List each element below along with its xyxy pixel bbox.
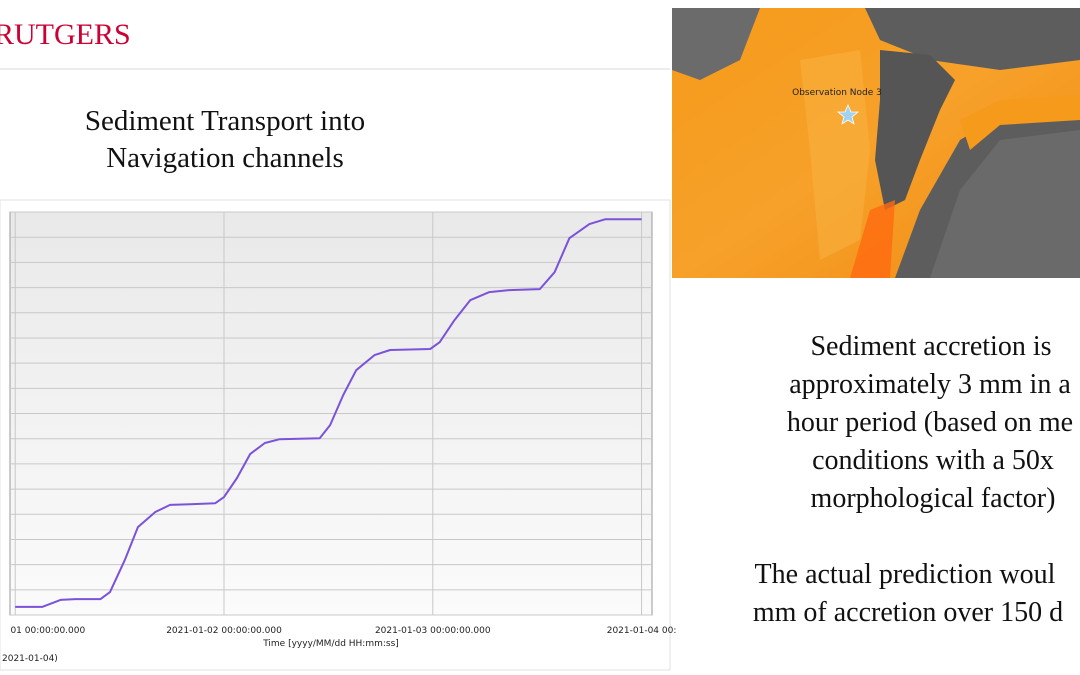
slide-title: Sediment Transport into [85,105,365,137]
body-text: Sediment accretion is approximately 3 mm… [753,331,1073,628]
body-line: conditions with a 50x [812,445,1054,476]
chart: 01 00:00:00.000 2021-01-02 00:00:00.000 20… [10,211,677,649]
body-line: The actual prediction woul [755,559,1056,590]
body-line: Sediment accretion is [810,331,1051,362]
data-line [15,218,642,608]
body-line: mm of accretion over 150 d [753,597,1063,628]
body-line: hour period (based on me [787,407,1073,438]
x-tick-label: 2021-01-04 00: [607,626,677,636]
map-label: Observation Node 3 [792,88,882,98]
x-tick-label: 2021-01-03 00:00:00.000 [375,626,491,636]
slide-title: Navigation channels [106,142,344,174]
x-tick-label: 2021-01-02 00:00:00.000 [166,626,282,636]
logo: RUTGERS [0,18,131,51]
map [672,8,1080,278]
x-tick-label: 01 00:00:00.000 [10,626,85,636]
body-line: approximately 3 mm in a [789,369,1071,400]
footer-fragment: 2021-01-04) [2,654,58,664]
body-line: morphological factor) [811,483,1056,514]
x-axis-label: Time [yyyy/MM/dd HH:mm:ss] [262,639,399,649]
observation-marker [836,103,860,125]
